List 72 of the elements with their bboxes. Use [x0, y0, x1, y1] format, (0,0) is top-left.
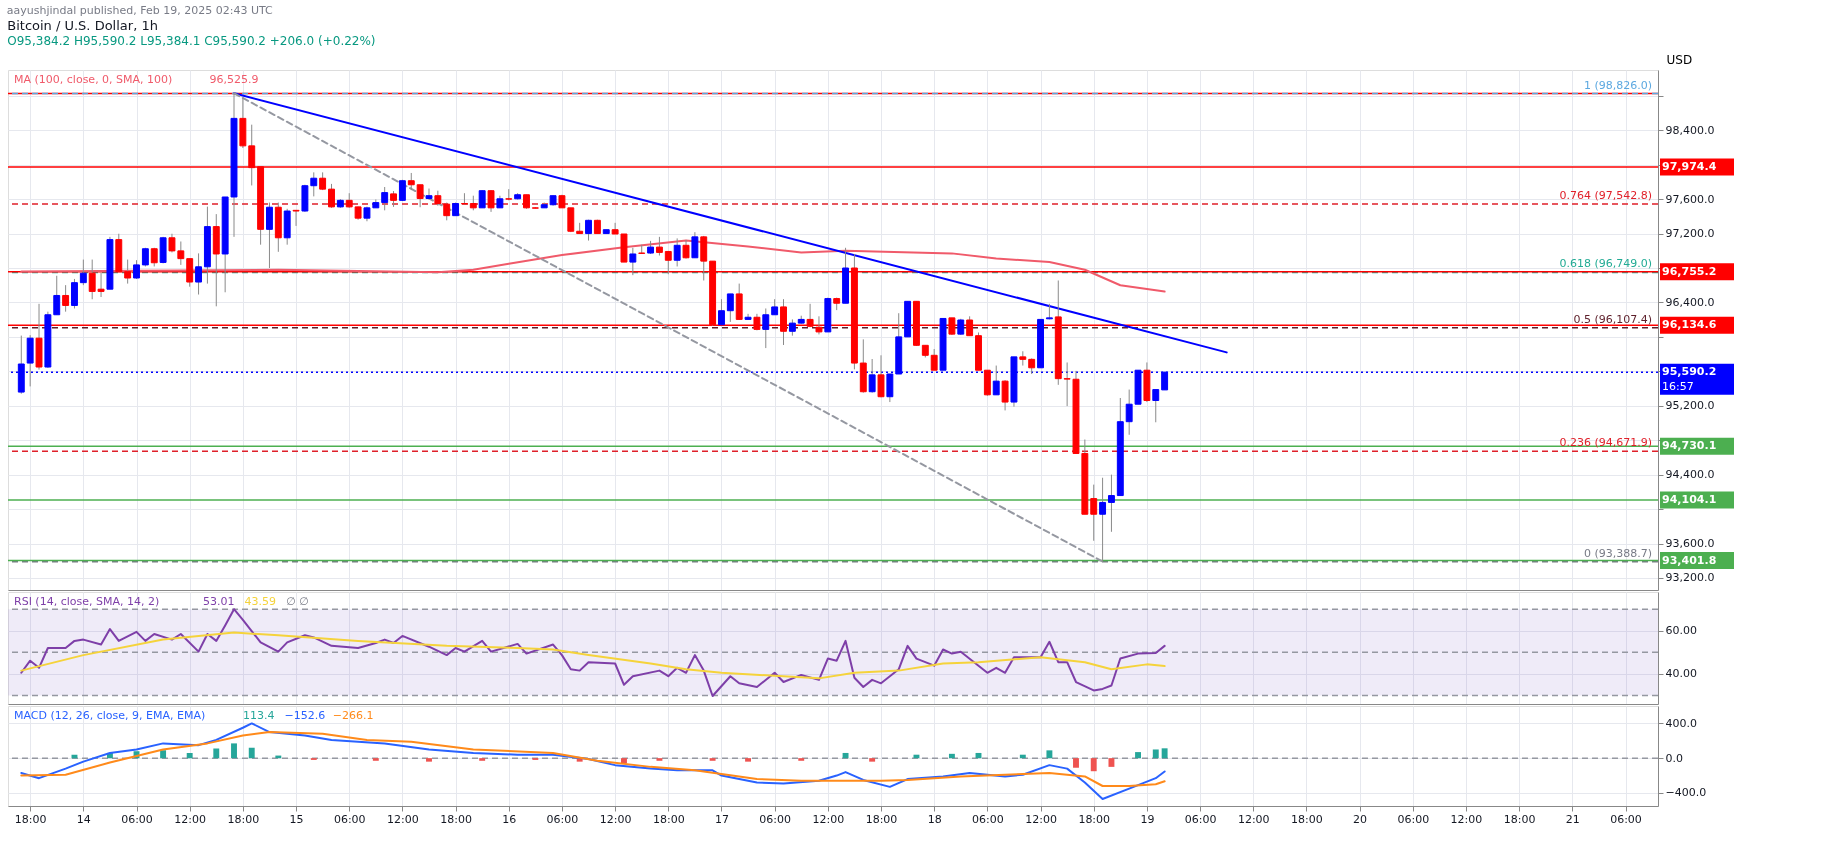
ref-line-label: 97,974.4	[1662, 159, 1717, 173]
x-tick-label: 18:00	[1291, 812, 1323, 826]
x-tick-label: 19	[1140, 812, 1155, 826]
text: aayushjindal published, Feb 19, 2025 02:43 UTC	[6, 3, 274, 17]
text: RSI (14, close, SMA, 14, 2)	[14, 595, 160, 608]
x-tick-label: 06:00	[1610, 812, 1642, 826]
chart-subtitle: O95,384.2 H95,590.2 L95,384.1 C95,590.2 +206.0 (+0.22%)	[7, 34, 376, 48]
y-tick-label: 94,400.0	[1665, 468, 1715, 482]
ref-line-label: 0.764 (97,542.8)	[1559, 189, 1652, 203]
x-tick-label: 16	[502, 812, 517, 826]
y-tick-label: 95,200.0	[1665, 399, 1715, 413]
x-tick-label: 12:00	[1237, 812, 1270, 826]
x-tick-label: 18:00	[1503, 812, 1536, 826]
y-tick-label: 97,600.0	[1665, 192, 1715, 206]
annotation: ∅ ∅	[285, 595, 309, 608]
ref-line-label: 95,590.2	[1662, 365, 1717, 379]
annotation: −266.1	[332, 709, 374, 722]
x-tick-label: 18:00	[652, 812, 685, 826]
chart-title: Bitcoin / U.S. Dollar, 1h	[7, 18, 158, 33]
ref-line-label: 96,134.6	[1662, 318, 1717, 332]
annotation: −152.6	[284, 709, 326, 722]
annotation: 53.01	[202, 595, 235, 608]
y-axis-title: USD	[1666, 52, 1693, 67]
x-tick-label: 12:00	[1450, 812, 1483, 826]
x-tick-label: 18:00	[227, 812, 260, 826]
ref-line-label: 0.236 (94,671.9)	[1559, 436, 1652, 450]
x-tick-label: 14	[76, 812, 91, 826]
x-tick-label: 06:00	[1397, 812, 1430, 826]
x-tick-label: 06:00	[333, 812, 366, 826]
y-tick-label: 98,400.0	[1665, 123, 1715, 137]
x-tick-label: 12:00	[599, 812, 632, 826]
x-tick-label: 18:00	[865, 812, 898, 826]
x-tick-label: 18	[927, 812, 942, 826]
y-tick-label: 97,200.0	[1665, 227, 1715, 241]
x-tick-label: 06:00	[121, 812, 153, 826]
text: MA (100, close, 0, SMA, 100)	[14, 73, 173, 86]
x-tick-label: 15	[289, 812, 304, 826]
x-tick-label: 20	[1353, 812, 1368, 826]
x-tick-label: 06:00	[1184, 812, 1217, 826]
x-tick-label: 06:00	[546, 812, 579, 826]
ref-line-label: 0 (93,388.7)	[1583, 546, 1652, 560]
ref-line-label: 94,730.1	[1662, 439, 1717, 453]
y-tick-label: −400.0	[1665, 786, 1707, 800]
ref-line-label: 96,755.2	[1662, 264, 1717, 278]
y-tick-label: 400.0	[1665, 716, 1697, 730]
text: 16:57	[1662, 380, 1694, 394]
x-tick-label: 17	[714, 812, 729, 826]
x-tick-label: 12:00	[812, 812, 845, 826]
x-tick-label: 18:00	[14, 812, 47, 826]
y-tick-label: 40.00	[1665, 667, 1697, 681]
y-tick-label: 60.00	[1665, 624, 1697, 638]
annotation: 43.59	[244, 595, 276, 608]
x-tick-label: 12:00	[174, 812, 207, 826]
annotation: 96,525.9	[209, 73, 259, 86]
ref-line-label: 0.5 (96,107.4)	[1573, 312, 1652, 326]
y-tick-label: 0.0	[1665, 751, 1683, 765]
y-tick-label: 93,200.0	[1665, 571, 1715, 585]
ref-line-label: 0.618 (96,749.0)	[1559, 257, 1652, 271]
x-tick-label: 06:00	[759, 812, 791, 826]
ref-line-label: 1 (98,826.0)	[1583, 78, 1652, 92]
series-label: MACD (12, 26, close, 9, EMA, EMA)	[14, 709, 206, 722]
x-tick-label: 06:00	[972, 812, 1004, 826]
x-tick-label: 18:00	[440, 812, 472, 826]
x-tick-label: 12:00	[387, 812, 419, 826]
x-tick-label: 18:00	[1078, 812, 1111, 826]
y-tick-label: 93,600.0	[1665, 537, 1715, 551]
x-tick-label: 21	[1565, 812, 1580, 826]
x-tick-label: 12:00	[1025, 812, 1057, 826]
ref-line-label: 93,401.8	[1662, 553, 1717, 567]
annotation: 113.4	[243, 709, 275, 722]
y-tick-label: 96,400.0	[1665, 295, 1715, 309]
ref-line-label: 94,104.1	[1662, 493, 1717, 507]
